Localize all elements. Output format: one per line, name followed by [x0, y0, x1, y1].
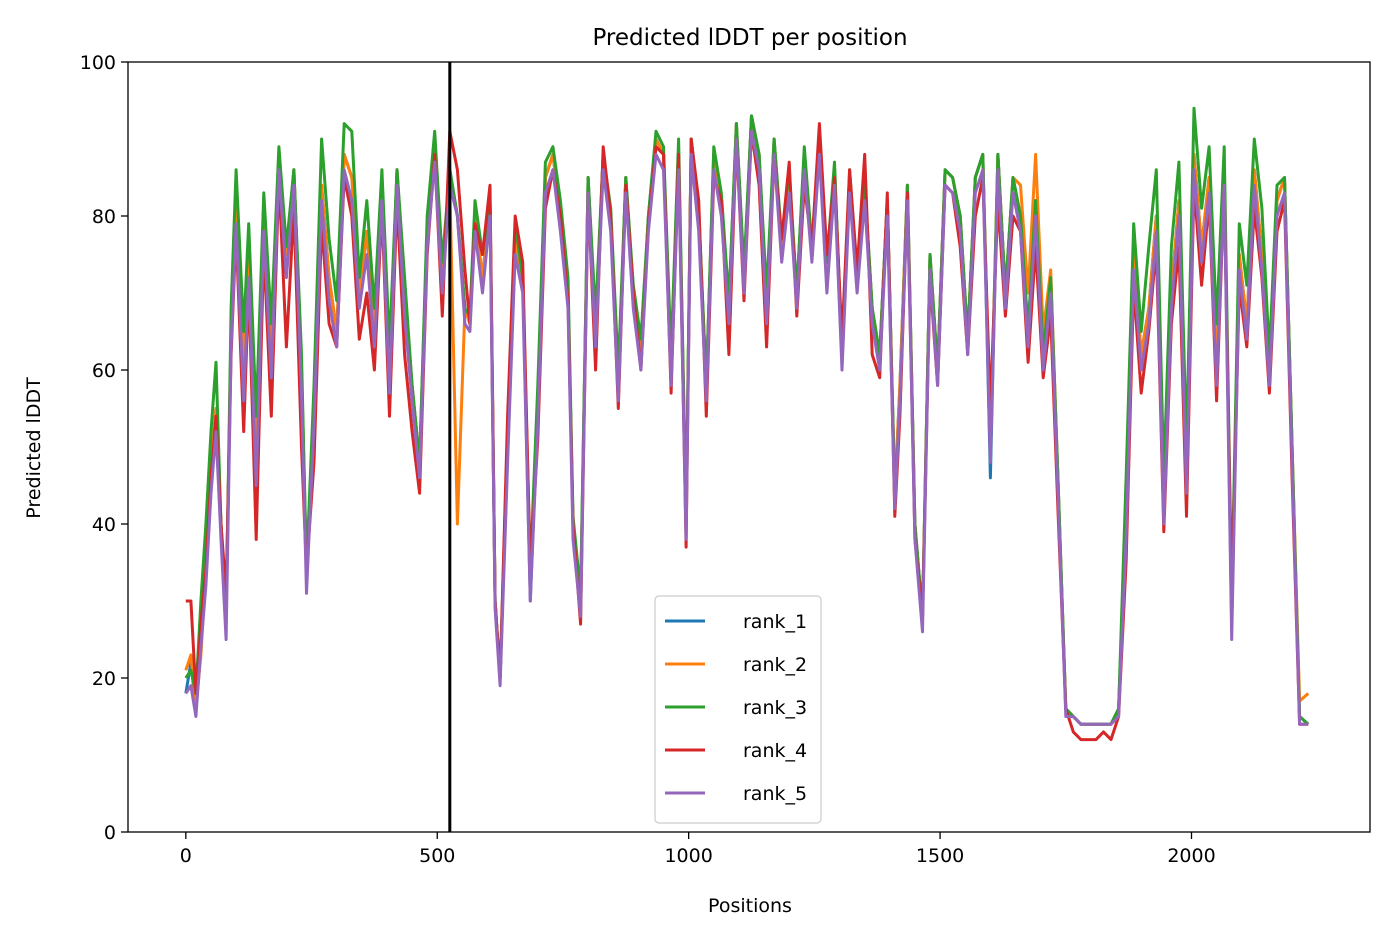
- y-axis-label: Predicted lDDT: [23, 377, 45, 519]
- x-tick-label: 1500: [916, 845, 964, 867]
- legend-label-rank_5: rank_5: [743, 783, 807, 805]
- y-tick-label: 40: [92, 514, 116, 536]
- y-axis-ticks: 0 20 40 60 80 100: [80, 52, 128, 844]
- x-axis-label: Positions: [708, 895, 792, 917]
- legend-box: [654, 595, 822, 824]
- x-tick-label: 1000: [664, 845, 712, 867]
- chart-title: Predicted lDDT per position: [592, 25, 907, 51]
- y-tick-label: 20: [92, 668, 116, 690]
- y-tick-label: 0: [104, 822, 116, 844]
- x-tick-label: 500: [419, 845, 455, 867]
- axes-frame: [127, 61, 1371, 833]
- plot-lines: [184, 106, 1310, 742]
- legend-label-rank_3: rank_3: [743, 697, 807, 719]
- x-axis-ticks: 0 500 1000 1500 2000: [180, 832, 1216, 867]
- y-tick-label: 80: [92, 206, 116, 228]
- x-tick-label: 2000: [1167, 845, 1215, 867]
- series-line-rank_5: [184, 129, 1309, 726]
- y-tick-label: 60: [92, 360, 116, 382]
- x-tick-label: 0: [180, 845, 192, 867]
- legend-label-rank_2: rank_2: [743, 654, 807, 676]
- y-tick-label: 100: [80, 52, 116, 74]
- legend-label-rank_4: rank_4: [743, 740, 807, 762]
- legend: rank_1 rank_2 rank_3 rank_4 rank_5: [654, 595, 822, 824]
- legend-label-rank_1: rank_1: [743, 611, 807, 633]
